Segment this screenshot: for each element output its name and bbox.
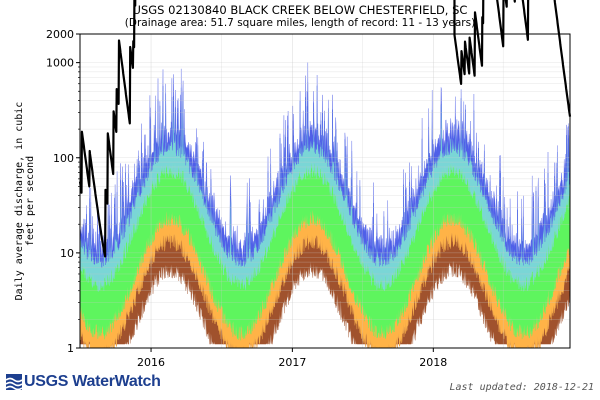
y-tick-label: 10 [60, 247, 74, 260]
x-tick-label: 2017 [278, 356, 306, 369]
plot-frame [79, 33, 571, 349]
y-tick-label: 100 [53, 152, 74, 165]
last-updated: Last updated: 2018-12-21 [449, 382, 595, 393]
x-tick-label: 2016 [137, 356, 165, 369]
y-tick-label: 1 [67, 342, 74, 355]
chart-title: USGS 02130840 BLACK CREEK BELOW CHESTERF… [132, 3, 468, 17]
y-axis-label: Daily average discharge, in cubic feet p… [14, 101, 36, 301]
x-tick-label: 2018 [419, 356, 447, 369]
chart-subtitle: (Drainage area: 51.7 square miles, lengt… [124, 17, 476, 29]
usgs-wave-icon [5, 374, 23, 391]
y-tick-label: 2000 [46, 28, 74, 41]
y-tick-label: 1000 [46, 57, 74, 70]
usgs-logo[interactable]: USGS WaterWatch [5, 372, 161, 392]
logo-text: USGS WaterWatch [24, 373, 161, 390]
